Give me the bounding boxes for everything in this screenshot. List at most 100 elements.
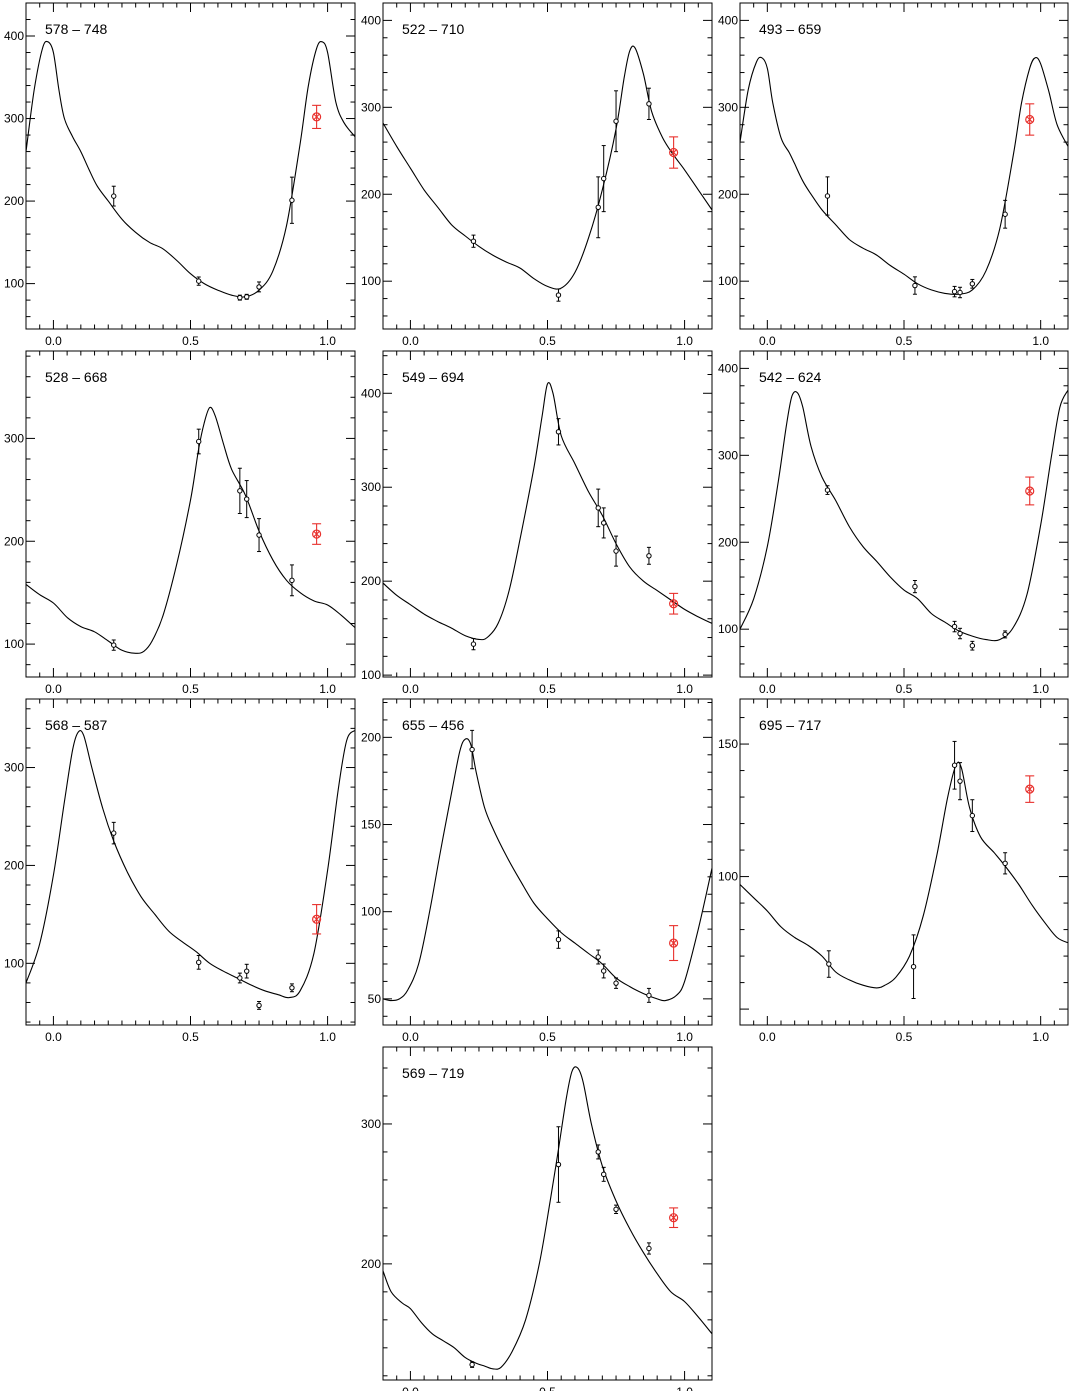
data-point bbox=[111, 193, 117, 199]
data-point bbox=[470, 641, 477, 647]
data-point bbox=[196, 959, 202, 966]
x-tick-label: 0.5 bbox=[182, 682, 199, 696]
panel-6: 0.0 0.5 1.0 100 200 300 400 542 – 624 bbox=[718, 350, 1069, 696]
data-point bbox=[555, 936, 562, 943]
data-point bbox=[256, 284, 262, 290]
y-tick-label: 300 bbox=[718, 100, 738, 114]
model-curve bbox=[383, 381, 712, 641]
data-point bbox=[256, 1002, 262, 1009]
y-tick-label: 100 bbox=[4, 956, 24, 970]
x-tick-label: 1.0 bbox=[676, 1385, 693, 1391]
outlier-cross bbox=[1026, 116, 1034, 123]
data-point bbox=[646, 101, 652, 107]
y-tick-label: 200 bbox=[4, 534, 24, 548]
data-point bbox=[237, 975, 243, 981]
y-tick-label: 300 bbox=[4, 112, 24, 126]
x-tick-label: 1.0 bbox=[676, 682, 693, 696]
x-tick-label: 1.0 bbox=[1032, 682, 1049, 696]
data-point bbox=[1002, 631, 1008, 638]
y-tick-label: 200 bbox=[361, 1257, 381, 1271]
y-tick-label: 200 bbox=[361, 574, 381, 588]
y-tick-label: 150 bbox=[361, 818, 381, 832]
y-tick-label: 50 bbox=[368, 992, 382, 1006]
data-point bbox=[646, 553, 652, 559]
data-point bbox=[646, 992, 652, 999]
data-point bbox=[646, 1245, 652, 1252]
model-curve bbox=[26, 406, 355, 654]
y-tick-label: 100 bbox=[718, 274, 738, 288]
y-tick-label: 100 bbox=[361, 274, 381, 288]
y-tick-label: 100 bbox=[718, 870, 738, 884]
x-tick-label: 0.0 bbox=[402, 682, 419, 696]
panel-label: 542 – 624 bbox=[759, 369, 821, 385]
y-tick-label: 400 bbox=[361, 13, 381, 27]
x-tick-label: 0.5 bbox=[896, 334, 913, 348]
data-point bbox=[469, 746, 475, 753]
panel-7: 0.0 0.5 1.0 100 200 300 568 – 587 bbox=[4, 698, 356, 1044]
data-point bbox=[196, 278, 202, 284]
data-point bbox=[289, 577, 295, 584]
x-tick-label: 0.0 bbox=[45, 334, 62, 348]
data-point bbox=[601, 175, 607, 182]
y-tick-label: 100 bbox=[4, 637, 24, 651]
data-point bbox=[826, 961, 832, 967]
panel-frame bbox=[25, 698, 356, 1026]
panel-frame bbox=[382, 698, 713, 1026]
x-tick-label: 0.5 bbox=[539, 1030, 556, 1044]
y-tick-label: 200 bbox=[718, 535, 738, 549]
y-tick-label: 200 bbox=[718, 187, 738, 201]
data-point bbox=[969, 812, 976, 819]
panel-9: 0.0 0.5 1.0 100 150 695 – 717 bbox=[718, 698, 1069, 1044]
data-point bbox=[469, 1361, 475, 1368]
data-point bbox=[601, 520, 607, 526]
x-tick-label: 1.0 bbox=[319, 682, 336, 696]
x-tick-label: 1.0 bbox=[319, 1030, 336, 1044]
panel-label: 522 – 710 bbox=[402, 21, 464, 37]
x-tick-label: 0.5 bbox=[896, 682, 913, 696]
y-tick-label: 400 bbox=[4, 29, 24, 43]
data-point bbox=[951, 288, 958, 295]
y-tick-label: 300 bbox=[361, 100, 381, 114]
data-point bbox=[613, 1206, 619, 1213]
panel-4: 0.0 0.5 1.0 100 200 300 528 – 668 bbox=[4, 350, 356, 696]
panel-5: 0.0 0.5 1.0 100 200 300 400 549 – 694 bbox=[361, 350, 713, 696]
data-point bbox=[244, 968, 250, 974]
data-point bbox=[595, 1149, 601, 1155]
x-tick-label: 0.0 bbox=[45, 1030, 62, 1044]
model-curve bbox=[383, 1066, 712, 1370]
panel-10: 0.0 0.5 1.0 200 300 569 – 719 bbox=[361, 1046, 713, 1391]
model-curve bbox=[26, 729, 355, 999]
model-curve bbox=[740, 761, 1068, 989]
data-point bbox=[910, 963, 917, 970]
y-tick-label: 300 bbox=[718, 448, 738, 462]
y-tick-label: 100 bbox=[718, 622, 738, 636]
data-point bbox=[824, 193, 831, 199]
y-tick-label: 400 bbox=[718, 361, 738, 375]
data-point bbox=[244, 294, 250, 300]
outlier-cross bbox=[313, 915, 321, 923]
y-tick-label: 200 bbox=[4, 194, 24, 208]
data-point bbox=[951, 623, 958, 630]
y-tick-label: 100 bbox=[361, 668, 381, 682]
data-point bbox=[237, 488, 243, 494]
panel-2: 0.0 0.5 1.0 100 200 300 400 522 – 710 bbox=[361, 2, 713, 348]
model-curve bbox=[383, 738, 712, 1002]
y-tick-label: 100 bbox=[361, 905, 381, 919]
outlier-point bbox=[669, 1213, 679, 1223]
panel-label: 493 – 659 bbox=[759, 21, 821, 37]
outlier-point bbox=[669, 938, 679, 948]
data-point bbox=[951, 762, 958, 768]
y-tick-label: 200 bbox=[4, 858, 24, 872]
data-point bbox=[470, 238, 477, 244]
x-tick-label: 0.5 bbox=[539, 334, 556, 348]
x-tick-label: 1.0 bbox=[676, 1030, 693, 1044]
outlier-cross bbox=[670, 939, 678, 947]
x-tick-label: 0.5 bbox=[182, 1030, 199, 1044]
data-point bbox=[244, 496, 250, 502]
panel-label: 549 – 694 bbox=[402, 369, 464, 385]
panel-frame bbox=[739, 2, 1069, 330]
panel-label: 568 – 587 bbox=[45, 717, 107, 733]
data-point bbox=[957, 630, 963, 637]
y-tick-label: 200 bbox=[361, 187, 381, 201]
